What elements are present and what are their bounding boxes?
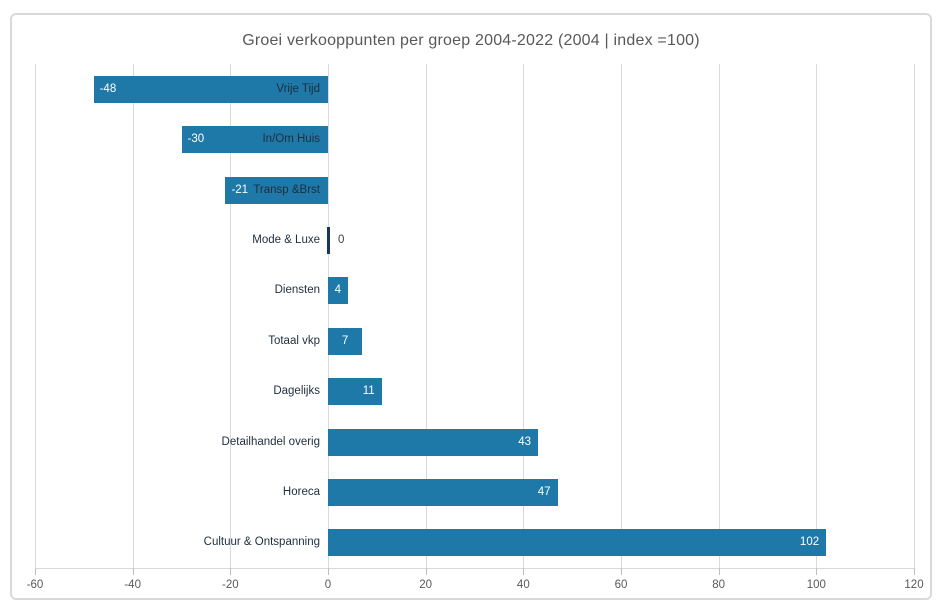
bar-value-label: 0	[338, 233, 345, 246]
bar-category-label: Horeca	[282, 485, 320, 498]
gridline	[816, 64, 818, 568]
gridline	[132, 64, 134, 568]
bar	[328, 277, 348, 305]
bar	[328, 378, 382, 406]
bar-value-label: 7	[341, 334, 349, 347]
gridline	[523, 64, 525, 568]
bar-value-label: -21	[231, 183, 249, 196]
gridline	[718, 64, 720, 568]
bar-category-label: In/Om Huis	[262, 133, 320, 146]
x-axis-tick	[523, 568, 525, 575]
x-axis-tick	[230, 568, 232, 575]
bar-category-label: Transp &Brst	[253, 183, 320, 196]
bar-category-label: Detailhandel overig	[221, 435, 320, 448]
bar-category-label: Vrije Tijd	[276, 82, 320, 95]
x-axis-tick-label: 40	[516, 579, 530, 591]
x-axis-tick-label: 80	[712, 579, 726, 591]
bar-category-label: Diensten	[274, 284, 320, 297]
gridline	[35, 64, 36, 568]
gridline	[425, 64, 427, 568]
x-axis-tick-label: 60	[614, 579, 628, 591]
chart-frame: Groei verkooppunten per groep 2004-2022 …	[10, 13, 932, 600]
bar-category-label: Mode & Luxe	[252, 233, 320, 246]
x-axis-tick	[718, 568, 720, 575]
chart-title: Groei verkooppunten per groep 2004-2022 …	[242, 32, 700, 49]
bar-category-label: Cultuur & Ontspanning	[203, 536, 320, 549]
x-axis-tick	[425, 568, 427, 575]
x-axis-tick-label: 100	[806, 579, 826, 591]
plot-area: -60 -40 -20 0 20 40 60 80 100 120 Vrije Tijd -48 In/…	[27, 64, 924, 591]
bar-value-label: 43	[518, 435, 531, 448]
bar	[328, 428, 538, 456]
x-axis-tick-label: -60	[26, 579, 44, 591]
x-axis-tick-label: -20	[222, 579, 239, 591]
bar-value-label: 11	[362, 385, 375, 398]
x-axis-tick-label: 0	[324, 579, 332, 591]
bar-category-label: Dagelijks	[273, 385, 320, 398]
x-axis-tick	[132, 568, 134, 575]
x-axis-tick-label: 20	[419, 579, 433, 591]
x-axis-tick	[914, 568, 915, 575]
x-axis-tick	[35, 568, 36, 575]
bar-zero	[326, 226, 330, 254]
gridline	[621, 64, 622, 568]
bar-value-label: 102	[799, 536, 820, 549]
bar	[328, 327, 363, 355]
bar-category-label: Totaal vkp	[268, 334, 320, 347]
bar	[328, 529, 827, 557]
bar-value-label: 4	[334, 284, 341, 297]
x-axis-tick-label: -40	[124, 579, 141, 591]
bar-value-label: -30	[187, 133, 205, 146]
gridline	[328, 64, 329, 568]
x-axis-tick-label: 120	[904, 579, 924, 591]
bar-value-label: 47	[537, 485, 551, 498]
bar	[181, 126, 328, 154]
bar	[328, 478, 558, 506]
x-axis-tick	[816, 568, 818, 575]
bar	[225, 176, 328, 204]
x-axis-tick	[328, 568, 329, 575]
x-axis-tick	[621, 568, 622, 575]
gridline	[914, 64, 915, 568]
bar-value-label: -48	[99, 82, 117, 95]
gridline	[230, 64, 232, 568]
bar	[93, 75, 328, 103]
